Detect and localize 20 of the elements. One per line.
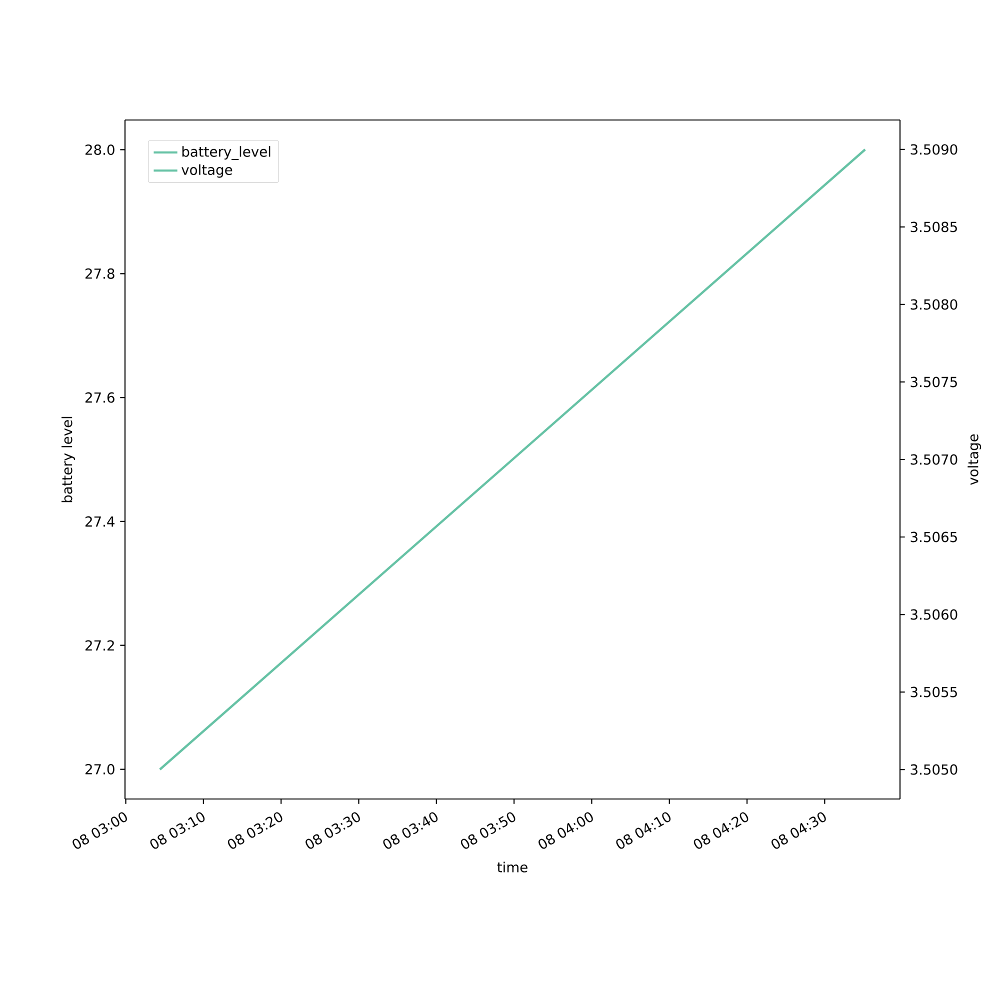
y2-tick-label: 3.5090: [910, 144, 958, 155]
legend-label: battery_level: [182, 146, 270, 160]
y2-axis-title: voltage: [968, 434, 982, 485]
y-tick-label: 27.4: [85, 516, 115, 527]
y2-tick-label: 3.5055: [910, 686, 957, 698]
y-tick-label: 27.6: [85, 392, 114, 403]
y2-tick-label: 3.5060: [910, 609, 958, 620]
y2-tick-label: 3.5085: [910, 222, 957, 232]
y2-tick-label: 3.5075: [910, 376, 957, 388]
y2-tick-label: 3.5080: [910, 299, 958, 310]
y2-tick-label: 3.5065: [910, 532, 957, 542]
x-axis-title: time: [497, 862, 528, 872]
legend-label: voltage: [182, 164, 232, 178]
y2-tick-label: 3.5070: [910, 454, 958, 465]
y-tick-label: 27.8: [85, 268, 114, 279]
y-tick-label: 27.0: [85, 764, 114, 774]
y-tick-label: 27.2: [85, 640, 114, 650]
y-tick-label: 28.0: [85, 144, 114, 155]
y2-tick-label: 3.5050: [910, 764, 958, 775]
y-axis-title: battery level: [62, 416, 75, 502]
